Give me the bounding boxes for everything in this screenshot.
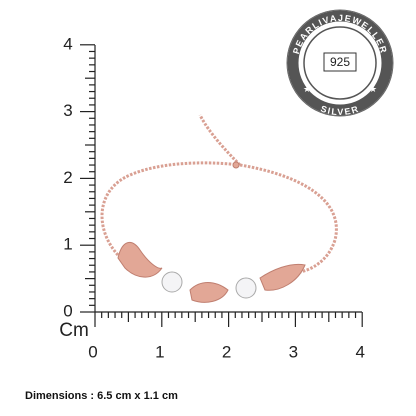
badge-ring bbox=[287, 10, 393, 116]
vertical-label: 0 bbox=[63, 301, 72, 320]
stone bbox=[235, 277, 257, 299]
clasp bbox=[232, 161, 240, 169]
star: ★ bbox=[303, 84, 311, 94]
star: ★ bbox=[369, 84, 377, 94]
horizontal-label: 0 bbox=[88, 342, 97, 361]
unit-label: Cm bbox=[59, 320, 89, 341]
badge-ring-bottom: SILVER bbox=[319, 104, 360, 118]
vertical-label: 2 bbox=[63, 168, 72, 187]
purity: 925 bbox=[330, 55, 350, 69]
pendant bbox=[117, 161, 306, 303]
vertical-label: 4 bbox=[63, 34, 72, 53]
badge-ring-bottom-text: SILVER bbox=[319, 104, 359, 118]
vertical-label: 3 bbox=[63, 101, 72, 120]
dolphin bbox=[117, 242, 163, 278]
caption: Dimensions : 6.5 cm x 1.1 cm bbox=[25, 390, 178, 402]
chain-tail bbox=[198, 114, 242, 167]
bracelet bbox=[100, 114, 338, 274]
horizontal-label: 1 bbox=[155, 342, 164, 361]
badge: PEARLIVAJEWELLER SILVER ★ ★ 925 bbox=[286, 9, 394, 118]
purity-box bbox=[323, 52, 357, 72]
horizontal-label: 2 bbox=[222, 342, 231, 361]
chain bbox=[100, 161, 241, 257]
chain bbox=[239, 163, 338, 274]
dolphin bbox=[189, 282, 229, 303]
horizontal-label: 4 bbox=[355, 342, 364, 361]
dolphin bbox=[259, 263, 306, 291]
horizontal-label: 3 bbox=[289, 342, 298, 361]
vertical-label: 1 bbox=[63, 235, 72, 254]
stone bbox=[161, 271, 183, 293]
ruler bbox=[80, 44, 363, 327]
